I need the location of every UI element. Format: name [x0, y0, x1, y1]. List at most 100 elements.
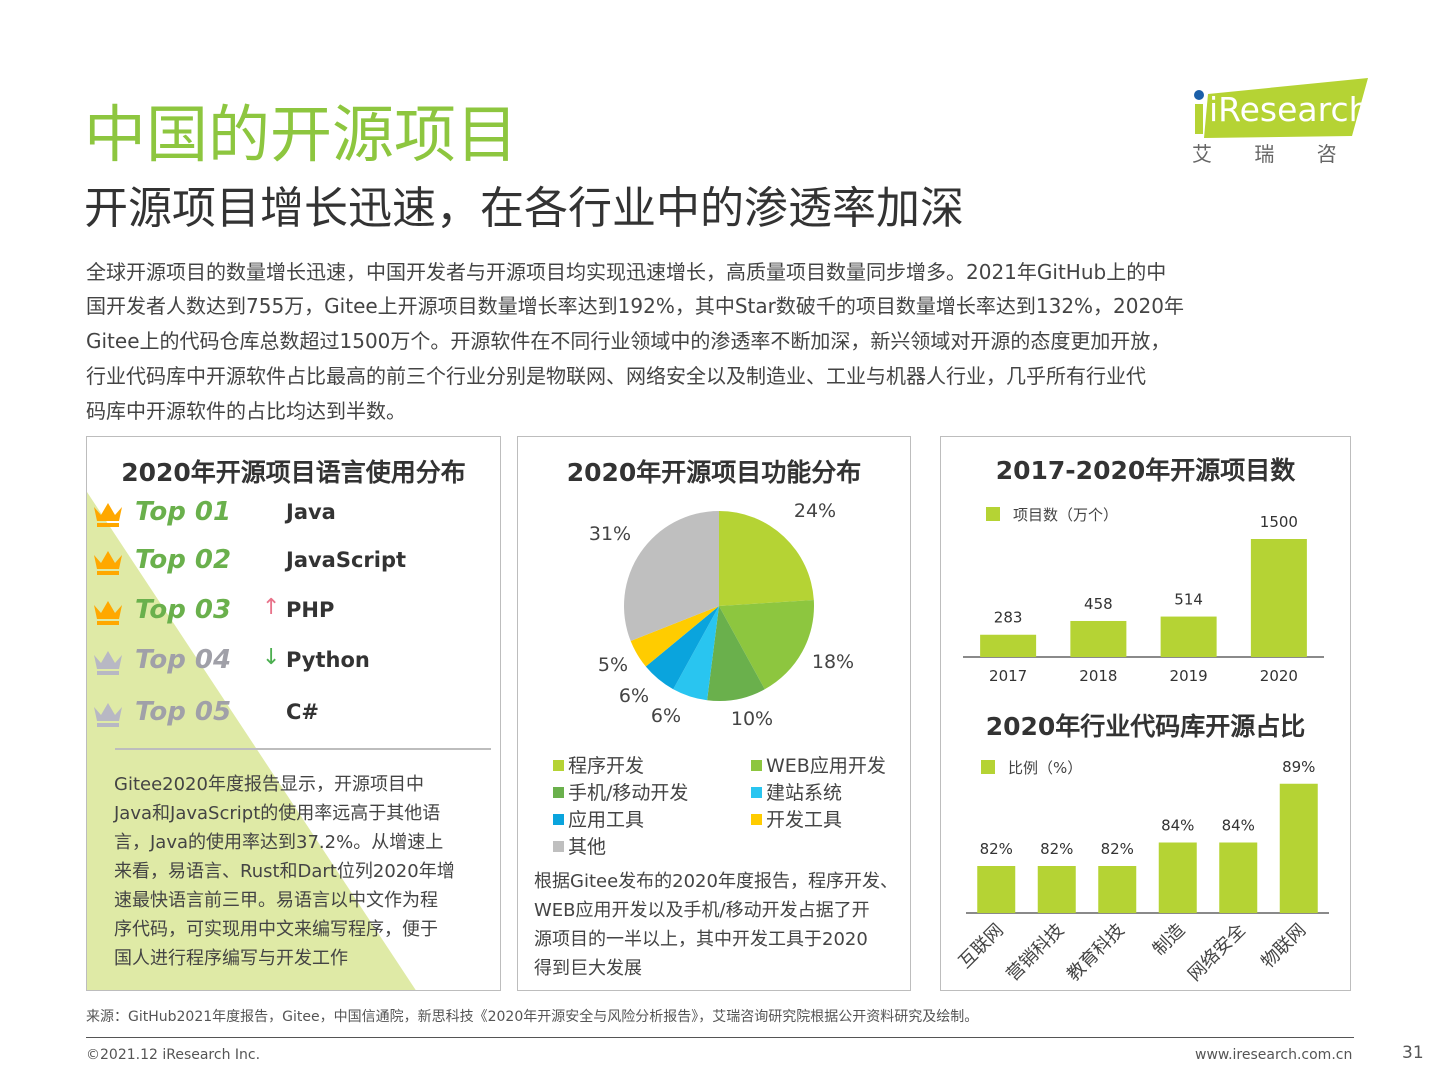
legend-label: 建站系统 — [766, 782, 843, 804]
logo-chinese: 艾 瑞 咨 询 — [1192, 142, 1370, 166]
crown-icon — [94, 551, 122, 575]
crown-icon — [94, 703, 122, 727]
legend-item: 应用工具 — [553, 805, 644, 832]
legend-swatch — [986, 507, 1000, 521]
legend-label: 手机/移动开发 — [568, 782, 689, 804]
x-tick-label: 2017 — [989, 667, 1027, 685]
stats-panel: 2017-2020年开源项目数 项目数（万个） 283 2017 458 2018 514… — [940, 436, 1351, 991]
pie-slice — [673, 606, 719, 701]
function-note-line: 源项目的一半以上，其中开发工具于2020 — [534, 929, 868, 950]
legend-item: WEB应用开发 — [751, 751, 886, 778]
legend-item: 建站系统 — [751, 778, 842, 805]
language-note-line: 来看，易语言、Rust和Dart位列2020年增 — [114, 861, 455, 882]
bar — [1098, 866, 1137, 913]
rank-label: Top 02 — [135, 545, 232, 575]
page-number: 31 — [1402, 1043, 1424, 1063]
bar — [1219, 842, 1258, 913]
rank-label: Top 05 — [135, 697, 232, 727]
function-note-line: 根据Gitee发布的2020年度报告，程序开发、 — [534, 871, 898, 892]
bar-value-label: 1500 — [1260, 513, 1298, 531]
pie-label: 24% — [794, 500, 836, 522]
legend-swatch — [981, 760, 995, 774]
pie-label: 31% — [589, 523, 631, 545]
legend-label: 程序开发 — [568, 755, 645, 777]
legend-label: 应用工具 — [568, 809, 645, 831]
pie-slice — [719, 600, 814, 690]
divider — [115, 748, 491, 750]
pie-slice — [719, 511, 814, 606]
language-name: Python — [286, 648, 370, 672]
legend-swatch — [553, 841, 564, 852]
page-subtitle: 开源项目增长迅速，在各行业中的渗透率加深 — [84, 183, 964, 234]
bar — [980, 634, 1037, 657]
crown-icon — [94, 503, 122, 527]
pie-label: 6% — [619, 685, 649, 707]
pie-title: 2020年开源项目功能分布 — [566, 458, 862, 487]
x-tick-label: 2018 — [1079, 667, 1117, 685]
language-name: PHP — [286, 598, 335, 622]
rank-label: Top 03 — [135, 595, 232, 625]
x-tick-label: 2019 — [1170, 667, 1208, 685]
body-text-line: 国开发者人数达到755万，Gitee上开源项目数量增长率达到192%，其中Sta… — [86, 294, 1184, 318]
legend-label: 项目数（万个） — [1013, 506, 1118, 524]
language-panel-title: 2020年开源项目语言使用分布 — [121, 458, 466, 487]
language-note-line: 速最快语言前三甲。易语言以中文作为程 — [114, 890, 438, 911]
pie-chart: 24% 18% 10% 6%6% 5% 31% — [589, 500, 854, 730]
pie-slice — [707, 606, 765, 701]
body-text-line: 码库中开源软件的占比均达到半数。 — [86, 399, 406, 423]
bar2-title: 2020年行业代码库开源占比 — [985, 712, 1306, 741]
page-title: 中国的开源项目 — [84, 98, 519, 171]
body-text-line: 全球开源项目的数量增长迅速，中国开发者与开源项目均实现迅速增长，高质量项目数量同… — [86, 260, 1167, 284]
legend-item: 开发工具 — [751, 805, 842, 832]
body-text-line: Gitee上的代码仓库总数超过1500万个。开源软件在不同行业领域中的渗透率不断… — [86, 329, 1171, 353]
legend-swatch — [553, 787, 564, 798]
language-note-line: 言，Java的使用率达到37.2%。从增速上 — [114, 832, 444, 853]
bar-value-label: 283 — [994, 609, 1023, 627]
bar-chart-projects: 项目数（万个） 283 2017 458 2018 514 2019 1500 2020 — [963, 506, 1324, 685]
logo-shape: iResearch 艾 瑞 咨 询 — [1192, 78, 1399, 166]
x-tick-label: 制造 — [1149, 920, 1189, 960]
website-link[interactable]: www.iresearch.com.cn — [1195, 1047, 1353, 1063]
language-panel: 2020年开源项目语言使用分布 Top 01 Java Top 02 JavaS… — [86, 436, 501, 991]
trend-arrow-icon: ↑ — [262, 595, 281, 620]
bar — [1037, 866, 1076, 913]
pie-label: 18% — [812, 651, 854, 673]
bar-value-label: 82% — [1040, 840, 1073, 858]
bar-value-label: 82% — [980, 840, 1013, 858]
bar-value-label: 89% — [1282, 758, 1315, 776]
function-panel: 2020年开源项目功能分布 24% 18% 10% 6% 6% 5% 31% 程序开发 WEB… — [517, 436, 911, 991]
bar-value-label: 82% — [1101, 840, 1134, 858]
footer-divider — [86, 1037, 1354, 1038]
rank-label: Top 04 — [135, 645, 232, 675]
bar — [1250, 539, 1307, 657]
legend-swatch — [751, 787, 762, 798]
source-note: 来源：GitHub2021年度报告，Gitee，中国信通院，新思科技《2020年… — [86, 1009, 979, 1025]
pie-slice — [630, 606, 719, 667]
function-note-line: 得到巨大发展 — [534, 958, 642, 979]
x-tick-label: 2020 — [1260, 667, 1298, 685]
bar-value-label: 458 — [1084, 595, 1113, 613]
bar — [1160, 616, 1217, 657]
body-text-line: 行业代码库中开源软件占比最高的前三个行业分别是物联网、网络安全以及制造业、工业与… — [86, 364, 1146, 388]
legend-swatch — [751, 760, 762, 771]
trend-arrow-icon: ↓ — [262, 645, 281, 670]
bar — [977, 866, 1016, 913]
iresearch-logo: iResearch 艾 瑞 咨 询 — [1190, 76, 1399, 166]
legend-label: WEB应用开发 — [766, 755, 886, 777]
language-note-line: Gitee2020年度报告显示，开源项目中 — [114, 774, 424, 795]
x-tick-label: 互联网 — [955, 920, 1008, 973]
x-tick-label: 教育科技 — [1063, 920, 1129, 986]
legend-swatch — [553, 814, 564, 825]
language-note-line: 序代码，可实现用中文来编写程序，便于 — [114, 919, 438, 940]
pie-label: 6% — [651, 705, 681, 727]
legend-label: 开发工具 — [766, 809, 843, 831]
pie-slice — [645, 606, 719, 690]
bar-value-label: 84% — [1222, 817, 1255, 835]
legend-label: 比例（%） — [1008, 759, 1082, 777]
legend-swatch — [553, 760, 564, 771]
language-name: JavaScript — [286, 548, 407, 572]
logo-brand: iResearch — [1209, 90, 1370, 129]
bar — [1279, 783, 1318, 913]
bar1-title: 2017-2020年开源项目数 — [995, 456, 1296, 485]
bar — [1070, 620, 1127, 657]
